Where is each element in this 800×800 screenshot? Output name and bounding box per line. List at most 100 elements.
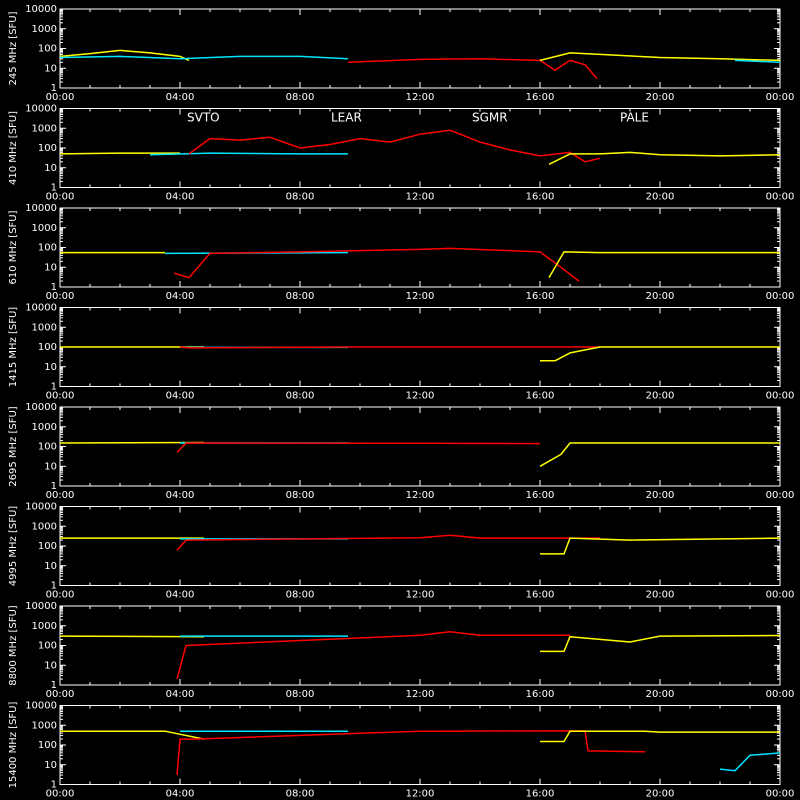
x-tick-label: 04:00 bbox=[166, 789, 195, 800]
x-tick-label: 16:00 bbox=[526, 490, 555, 501]
y-tick-label: 10 bbox=[44, 362, 57, 373]
x-tick-label: 12:00 bbox=[406, 689, 435, 700]
series-svto bbox=[179, 346, 600, 349]
y-tick-label: 10 bbox=[44, 561, 57, 572]
y-tick-label: 1 bbox=[51, 481, 57, 492]
x-tick-label: 00:00 bbox=[766, 391, 795, 402]
panel-label: 610 MHz [SFU] bbox=[8, 210, 19, 284]
series-pale bbox=[548, 251, 780, 278]
x-tick-label: 16:00 bbox=[526, 391, 555, 402]
x-tick-label: 00:00 bbox=[46, 789, 75, 800]
x-tick-label: 04:00 bbox=[166, 490, 195, 501]
panel-frame bbox=[59, 406, 781, 487]
x-tick-label: 16:00 bbox=[526, 291, 555, 302]
y-tick-label: 10 bbox=[44, 262, 57, 273]
y-tick-label: 100 bbox=[38, 44, 57, 55]
panel-frame bbox=[59, 506, 781, 586]
x-tick-label: 08:00 bbox=[286, 789, 315, 800]
x-tick-label: 00:00 bbox=[46, 490, 75, 501]
panel-label: 410 MHz [SFU] bbox=[8, 111, 19, 185]
series-pale bbox=[59, 152, 180, 155]
series-lear bbox=[149, 152, 348, 156]
y-tick-label: 1 bbox=[51, 780, 57, 791]
legend-svto: SVTO bbox=[187, 111, 220, 125]
x-tick-label: 16:00 bbox=[526, 192, 555, 203]
panel-label: 8800 MHz [SFU] bbox=[8, 605, 19, 686]
series-lear bbox=[734, 59, 781, 64]
x-tick-label: 08:00 bbox=[286, 291, 315, 302]
x-tick-label: 04:00 bbox=[166, 689, 195, 700]
y-tick-label: 10000 bbox=[25, 402, 57, 413]
y-tick-label: 1 bbox=[51, 183, 57, 194]
x-tick-label: 16:00 bbox=[526, 92, 555, 103]
series-svto bbox=[176, 534, 600, 551]
x-tick-label: 08:00 bbox=[286, 590, 315, 601]
y-tick-label: 1 bbox=[51, 83, 57, 94]
series-svto bbox=[176, 630, 570, 680]
legend-sgmr: SGMR bbox=[472, 111, 508, 125]
x-tick-label: 20:00 bbox=[646, 92, 675, 103]
y-tick-label: 1000 bbox=[32, 422, 57, 433]
y-tick-label: 10 bbox=[44, 63, 57, 74]
y-tick-label: 1 bbox=[51, 680, 57, 691]
y-tick-label: 10 bbox=[44, 163, 57, 174]
series-svto bbox=[347, 58, 598, 80]
y-tick-label: 10000 bbox=[25, 4, 57, 15]
x-tick-label: 00:00 bbox=[46, 689, 75, 700]
panel-label: 4995 MHz [SFU] bbox=[8, 506, 19, 587]
x-tick-label: 12:00 bbox=[406, 192, 435, 203]
series-pale bbox=[539, 52, 781, 62]
panel-frame bbox=[59, 605, 781, 686]
x-tick-label: 08:00 bbox=[286, 490, 315, 501]
x-tick-label: 04:00 bbox=[166, 92, 195, 103]
series-lear bbox=[719, 752, 781, 772]
y-tick-label: 10 bbox=[44, 660, 57, 671]
x-tick-label: 20:00 bbox=[646, 291, 675, 302]
x-tick-label: 04:00 bbox=[166, 391, 195, 402]
x-tick-label: 08:00 bbox=[286, 192, 315, 203]
legend-pale: PALE bbox=[620, 111, 649, 125]
x-tick-label: 00:00 bbox=[766, 192, 795, 203]
y-tick-label: 1 bbox=[51, 382, 57, 393]
panel-frame bbox=[59, 108, 781, 188]
y-tick-label: 10000 bbox=[25, 203, 57, 214]
x-tick-label: 20:00 bbox=[646, 192, 675, 203]
x-tick-label: 08:00 bbox=[286, 689, 315, 700]
series-svto bbox=[176, 730, 646, 776]
series-svto bbox=[176, 442, 541, 453]
x-tick-label: 12:00 bbox=[406, 490, 435, 501]
y-tick-label: 1 bbox=[51, 581, 57, 592]
y-tick-label: 1000 bbox=[32, 322, 57, 333]
y-tick-label: 10000 bbox=[25, 303, 57, 314]
y-tick-label: 10000 bbox=[25, 601, 57, 612]
x-tick-label: 00:00 bbox=[766, 291, 795, 302]
y-tick-label: 1000 bbox=[32, 720, 57, 731]
y-tick-label: 100 bbox=[38, 541, 57, 552]
x-tick-label: 12:00 bbox=[406, 391, 435, 402]
x-tick-label: 00:00 bbox=[766, 490, 795, 501]
x-tick-label: 20:00 bbox=[646, 789, 675, 800]
x-tick-label: 04:00 bbox=[166, 192, 195, 203]
x-tick-label: 08:00 bbox=[286, 92, 315, 103]
x-tick-label: 00:00 bbox=[766, 92, 795, 103]
series-pale bbox=[548, 151, 781, 165]
x-tick-label: 20:00 bbox=[646, 590, 675, 601]
x-tick-label: 20:00 bbox=[646, 490, 675, 501]
y-tick-label: 1 bbox=[51, 282, 57, 293]
y-tick-label: 1000 bbox=[32, 24, 57, 35]
panel-frame bbox=[59, 705, 781, 785]
y-tick-label: 1000 bbox=[32, 521, 57, 532]
x-tick-label: 04:00 bbox=[166, 590, 195, 601]
y-tick-label: 10000 bbox=[25, 502, 57, 513]
y-tick-label: 1000 bbox=[32, 223, 57, 234]
panel-label: 15400 MHz [SFU] bbox=[8, 702, 19, 789]
panel-label: 1415 MHz [SFU] bbox=[8, 307, 19, 388]
y-tick-label: 10000 bbox=[25, 104, 57, 115]
x-tick-label: 16:00 bbox=[526, 789, 555, 800]
series-pale bbox=[540, 537, 781, 555]
series-pale bbox=[539, 442, 780, 467]
x-tick-label: 00:00 bbox=[46, 92, 75, 103]
y-tick-label: 100 bbox=[38, 342, 57, 353]
y-tick-label: 100 bbox=[38, 641, 57, 652]
